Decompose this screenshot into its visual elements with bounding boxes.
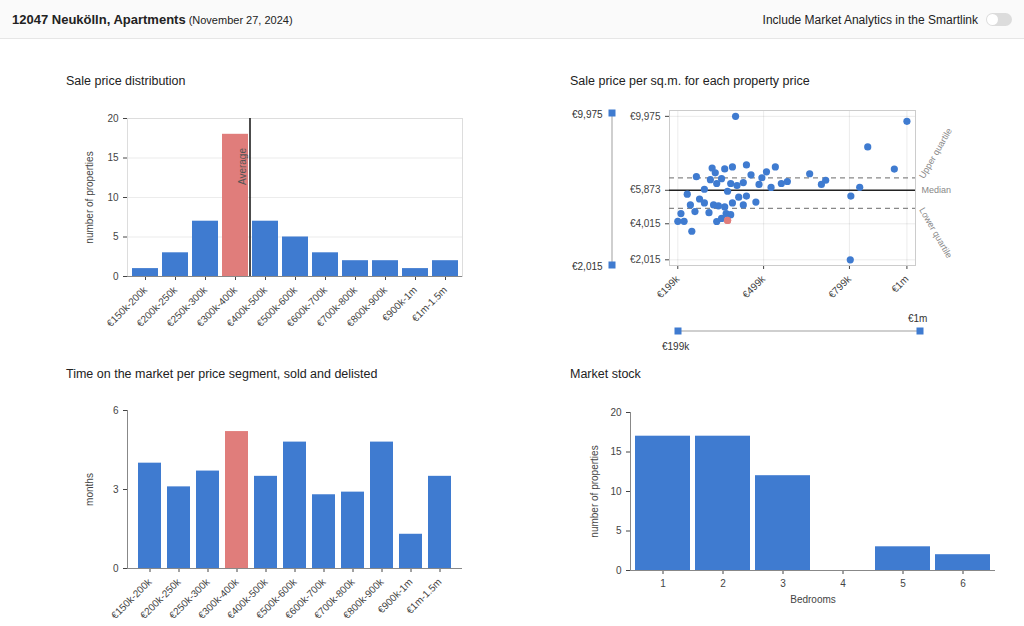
svg-text:€500k-600k: €500k-600k — [253, 576, 299, 621]
svg-text:€500k-600k: €500k-600k — [254, 284, 300, 329]
html-text:Sale price per sq.m. for each: Sale price per sq.m. for each property p… — [570, 74, 810, 88]
svg-text:€1m: €1m — [889, 273, 911, 295]
svg-text:€4,015: €4,015 — [630, 218, 661, 229]
svg-text:€250k-300k: €250k-300k — [166, 576, 212, 621]
svg-text:€150k-200k: €150k-200k — [104, 284, 150, 329]
svg-text:Average: Average — [237, 148, 248, 186]
svg-text:€900k-1m: €900k-1m — [375, 576, 415, 616]
svg-text:€2,015: €2,015 — [572, 261, 603, 272]
html-text:Time on the market per price s: Time on the market per price segment, so… — [66, 367, 378, 381]
svg-text:0: 0 — [616, 565, 622, 576]
svg-text:2: 2 — [720, 578, 726, 589]
html-text:Include Market Analytics in th: Include Market Analytics in the Smartlin… — [762, 13, 978, 27]
svg-text:Median: Median — [922, 185, 952, 195]
svg-text:20: 20 — [107, 113, 119, 124]
svg-text:10: 10 — [107, 192, 119, 203]
svg-text:€600k-700k: €600k-700k — [282, 576, 328, 621]
svg-text:10: 10 — [610, 486, 622, 497]
svg-text:€400k-500k: €400k-500k — [224, 576, 270, 621]
svg-text:Lower quartile: Lower quartile — [917, 206, 954, 260]
svg-text:€250k-300k: €250k-300k — [164, 284, 210, 329]
svg-text:6: 6 — [113, 405, 119, 416]
svg-text:3: 3 — [113, 484, 119, 495]
svg-text:€199k: €199k — [662, 341, 690, 352]
svg-text:5: 5 — [616, 525, 622, 536]
svg-text:1: 1 — [660, 578, 666, 589]
svg-text:Bedrooms: Bedrooms — [790, 594, 836, 605]
svg-text:5: 5 — [900, 578, 906, 589]
svg-text:€1m-1.5m: €1m-1.5m — [410, 284, 450, 324]
svg-text:3: 3 — [780, 578, 786, 589]
svg-text:15: 15 — [107, 152, 119, 163]
svg-text:€700k-800k: €700k-800k — [311, 576, 357, 621]
svg-text:20: 20 — [610, 407, 622, 418]
svg-text:€2,015: €2,015 — [630, 254, 661, 265]
svg-text:€9,975: €9,975 — [572, 109, 603, 120]
svg-text:0: 0 — [113, 271, 119, 282]
svg-text:€900k-1m: €900k-1m — [380, 284, 420, 324]
svg-text:6: 6 — [960, 578, 966, 589]
svg-text:€499k: €499k — [740, 273, 768, 301]
svg-text:4: 4 — [840, 578, 846, 589]
svg-text:months: months — [84, 473, 95, 506]
svg-text:€600k-700k: €600k-700k — [284, 284, 330, 329]
svg-text:€5,873: €5,873 — [630, 184, 661, 195]
svg-text:€1m: €1m — [908, 313, 927, 324]
svg-text:€199k: €199k — [654, 273, 682, 301]
svg-text:number of properties: number of properties — [84, 151, 95, 243]
html-text:12047 Neukölln, Apartments (No: 12047 Neukölln, Apartments (November 27,… — [12, 12, 293, 27]
svg-text:Upper quartile: Upper quartile — [917, 126, 954, 180]
svg-text:€9,975: €9,975 — [630, 111, 661, 122]
html-text:Market stock: Market stock — [570, 367, 641, 381]
svg-text:€700k-800k: €700k-800k — [314, 284, 360, 329]
svg-text:€800k-900k: €800k-900k — [344, 284, 389, 329]
svg-text:0: 0 — [113, 563, 119, 574]
svg-text:€400k-500k: €400k-500k — [224, 284, 270, 329]
svg-text:€150k-200k: €150k-200k — [108, 576, 154, 621]
svg-text:€300k-400k: €300k-400k — [195, 576, 241, 621]
svg-text:€300k-400k: €300k-400k — [194, 284, 240, 329]
html-text:Sale price distribution: Sale price distribution — [66, 74, 186, 88]
svg-text:number of properties: number of properties — [589, 445, 600, 537]
svg-text:€200k-250k: €200k-250k — [137, 576, 183, 621]
svg-text:€1m-1.5m: €1m-1.5m — [404, 576, 444, 616]
svg-text:15: 15 — [610, 446, 622, 457]
svg-text:€200k-250k: €200k-250k — [134, 284, 180, 329]
svg-text:€800k-900k: €800k-900k — [341, 576, 386, 621]
svg-text:5: 5 — [113, 231, 119, 242]
svg-text:€799k: €799k — [826, 273, 854, 301]
